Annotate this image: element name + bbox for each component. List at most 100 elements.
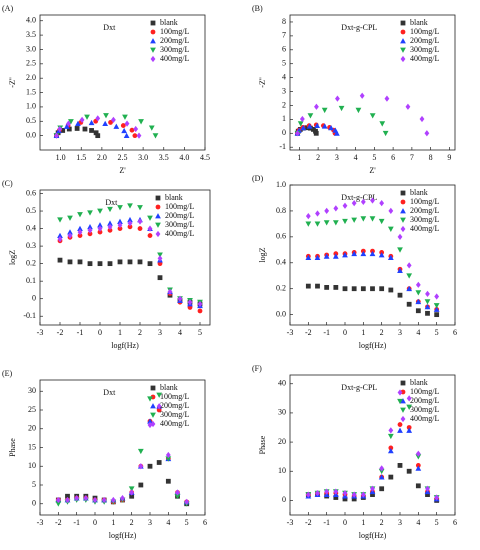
point: [370, 492, 375, 497]
point: [415, 454, 422, 460]
point: [314, 103, 319, 110]
point: [107, 220, 113, 226]
y-tick-label: 1: [282, 114, 286, 123]
x-tick-label: 5: [198, 328, 202, 337]
point: [388, 474, 394, 480]
point: [379, 465, 385, 472]
point: [370, 197, 375, 204]
y-tick-label: 0.4: [276, 258, 286, 267]
point: [355, 107, 362, 114]
x-tick-label: -1: [323, 328, 330, 337]
panel-label: (B): [252, 4, 263, 13]
point: [102, 120, 109, 126]
point: [197, 308, 203, 314]
point: [129, 127, 135, 133]
point: [157, 275, 163, 281]
point: [87, 223, 93, 230]
point: [297, 121, 304, 127]
legend-swatch: [155, 204, 161, 210]
point: [184, 498, 190, 505]
point: [397, 267, 403, 273]
point: [315, 283, 320, 289]
point: [88, 119, 95, 126]
point: [66, 120, 71, 127]
y-tick-label: 1.5: [26, 87, 36, 96]
legend-swatch: [155, 195, 161, 201]
x-tick-label: 4: [178, 328, 182, 337]
x-tick-label: -2: [305, 328, 312, 337]
x-tick-label: 4.5: [200, 153, 210, 162]
legend-label: 300mg/L: [410, 215, 439, 224]
point: [95, 115, 101, 122]
legend-swatch: [150, 47, 156, 53]
point: [304, 125, 310, 131]
plot-frame: [289, 374, 456, 516]
point: [370, 485, 375, 492]
point: [351, 250, 358, 257]
x-tick-label: 4: [416, 328, 420, 337]
x-tick-label: 2.5: [118, 153, 128, 162]
x-tick-label: 3.0: [138, 153, 148, 162]
y-tick-label: 0.6: [276, 232, 286, 241]
point: [433, 306, 440, 312]
legend-swatch: [400, 398, 406, 404]
point: [136, 132, 142, 139]
x-axis-label: logf(Hz): [359, 341, 387, 350]
point: [165, 456, 172, 462]
point: [434, 494, 440, 501]
legend-label: 300mg/L: [160, 410, 189, 419]
point: [55, 496, 61, 504]
point: [79, 116, 85, 123]
y-tick-label: 10: [278, 466, 286, 475]
point: [128, 486, 135, 492]
legend-label: 200mg/L: [160, 36, 189, 45]
point: [65, 496, 70, 504]
legend-swatch: [150, 20, 156, 26]
point: [174, 493, 181, 500]
y-tick-label: 0: [282, 495, 286, 504]
legend-label: 200mg/L: [410, 36, 439, 45]
point: [321, 107, 328, 114]
legend-label: 300mg/L: [160, 45, 189, 54]
legend-swatch: [150, 38, 156, 44]
point: [370, 286, 375, 292]
legend-label: 200mg/L: [160, 401, 189, 410]
plot-frame: [39, 189, 211, 326]
y-tick-label: 7: [282, 31, 286, 40]
y-tick-label: 15: [28, 442, 36, 451]
point: [67, 229, 73, 235]
point: [68, 119, 74, 125]
y-tick-label: 0.6: [26, 188, 36, 197]
panel-title: Dxt-g-CPL: [341, 193, 377, 202]
point: [147, 418, 153, 424]
panel-label: (E): [2, 369, 13, 378]
point: [148, 125, 155, 131]
point: [83, 495, 89, 502]
x-tick-label: 7: [410, 153, 414, 162]
y-tick-label: 25: [28, 405, 36, 414]
point: [92, 496, 98, 504]
point: [360, 216, 367, 222]
point: [406, 427, 413, 433]
legend-label: blank: [410, 378, 428, 387]
point: [97, 225, 103, 232]
point: [397, 247, 403, 253]
x-tick-label: -3: [37, 518, 44, 527]
panel-title: Dxt: [103, 388, 116, 397]
point: [137, 218, 143, 225]
point: [397, 389, 403, 396]
point: [127, 216, 133, 223]
point: [127, 224, 133, 230]
legend-label: 400mg/L: [165, 229, 194, 238]
x-tick-label: 5: [372, 153, 376, 162]
point: [315, 490, 320, 497]
point: [87, 210, 93, 216]
point: [369, 250, 376, 257]
x-tick-label: 1: [118, 328, 122, 337]
point: [388, 207, 394, 215]
x-tick-label: 3: [398, 328, 402, 337]
y-tick-label: 0: [32, 294, 36, 303]
x-tick-label: 2: [380, 518, 384, 527]
point: [63, 123, 70, 129]
point: [137, 259, 143, 265]
